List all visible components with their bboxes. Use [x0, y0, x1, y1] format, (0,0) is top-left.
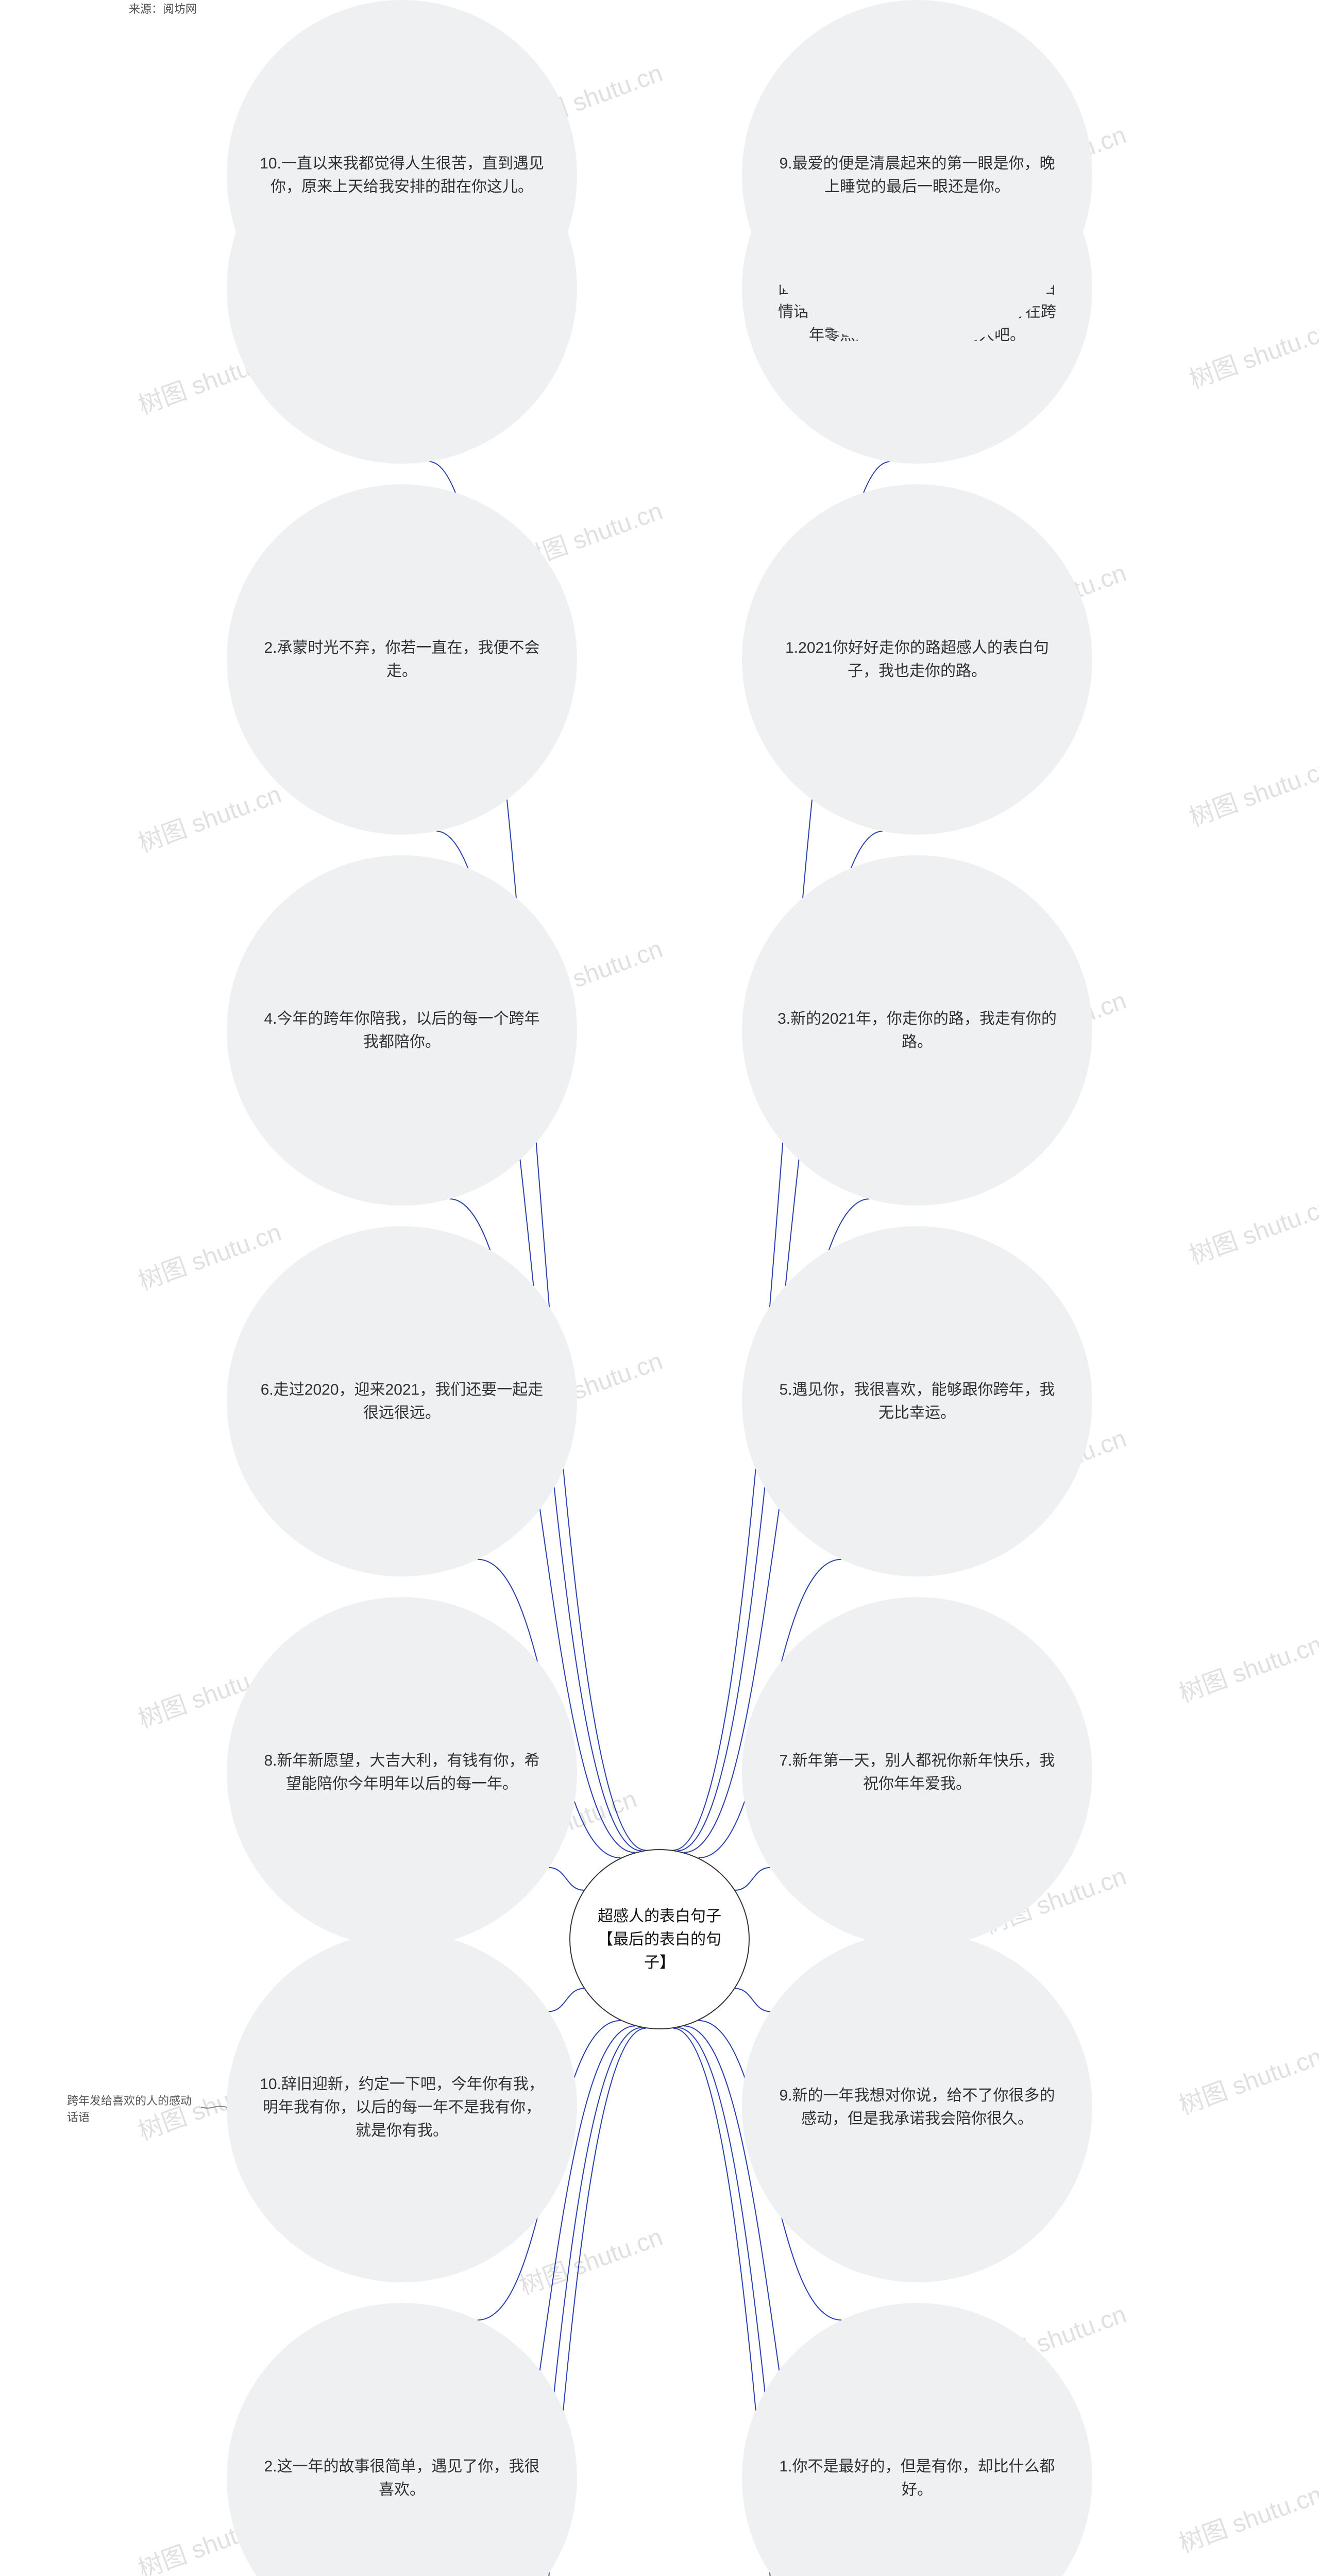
child-node-label: 9.最爱的便是清晨起来的第一眼是你，晚上睡觉的最后一眼还是你。	[773, 152, 1061, 198]
watermark: 树图 shutu.cn	[1183, 310, 1319, 395]
child-node: 4.今年的跨年你陪我，以后的每一个跨年我都陪你。	[227, 855, 577, 1206]
child-node-label: 10.辞旧迎新，约定一下吧，今年你有我，明年我有你，以后的每一年不是我有你，就是…	[258, 2073, 546, 2142]
child-node-label: 3.新的2021年，你走你的路，我走有你的路。	[773, 1007, 1061, 1054]
child-node: 9.最爱的便是清晨起来的第一眼是你，晚上睡觉的最后一眼还是你。	[742, 0, 1092, 350]
child-node-label: 6.走过2020，迎来2021，我们还要一起走很远很远。	[258, 1378, 546, 1425]
child-node: 3.新的2021年，你走你的路，我走有你的路。	[742, 855, 1092, 1206]
watermark: 树图 shutu.cn	[1173, 2474, 1319, 2559]
child-node: 7.新年第一天，别人都祝你新年快乐，我祝你年年爱我。	[742, 1597, 1092, 1947]
watermark: 树图 shutu.cn	[514, 2216, 667, 2301]
child-node: 5.遇见你，我很喜欢，能够跟你跨年，我无比幸运。	[742, 1226, 1092, 1577]
child-node: 2.这一年的故事很简单，遇见了你，我很喜欢。	[227, 2303, 577, 2576]
child-node-label: 9.新的一年我想对你说，给不了你很多的感动，但是我承诺我会陪你很久。	[773, 2084, 1061, 2130]
watermark: 树图 shutu.cn	[1173, 2036, 1319, 2121]
leaf-node: 跨年发给喜欢的人的感动话语	[67, 2092, 201, 2125]
child-node: 10.辞旧迎新，约定一下吧，今年你有我，明年我有你，以后的每一年不是我有你，就是…	[227, 1932, 577, 2282]
child-node-label: 2.这一年的故事很简单，遇见了你，我很喜欢。	[258, 2455, 546, 2501]
child-node-label: 2.承蒙时光不弃，你若一直在，我便不会走。	[258, 636, 546, 683]
leaf-node: 来源：阅坊网	[129, 0, 201, 16]
child-node: 2.承蒙时光不弃，你若一直在，我便不会走。	[227, 484, 577, 835]
center-node-label: 超感人的表白句子【最后的表白的句子】	[591, 1905, 728, 1974]
child-node: 6.走过2020，迎来2021，我们还要一起走很远很远。	[227, 1226, 577, 1577]
child-node-label: 5.遇见你，我很喜欢，能够跟你跨年，我无比幸运。	[773, 1378, 1061, 1425]
watermark: 树图 shutu.cn	[1173, 1624, 1319, 1709]
mindmap-canvas: 树图 shutu.cn 树图 shutu.cn 树图 shutu.cn 树图 shut…	[0, 0, 1319, 2576]
child-node: 1.2021你好好走你的路超感人的表白句子，我也走你的路。	[742, 484, 1092, 835]
watermark: 树图 shutu.cn	[132, 1212, 285, 1297]
watermark: 树图 shutu.cn	[132, 774, 285, 859]
center-node: 超感人的表白句子【最后的表白的句子】	[569, 1849, 750, 2029]
child-node: 8.新年新愿望，大吉大利，有钱有你，希望能陪你今年明年以后的每一年。	[227, 1597, 577, 1947]
child-node-label: 1.你不是最好的，但是有你，却比什么都好。	[773, 2455, 1061, 2501]
connector-layer	[0, 0, 1319, 2576]
watermark: 树图 shutu.cn	[1183, 748, 1319, 833]
child-node: 1.你不是最好的，但是有你，却比什么都好。	[742, 2303, 1092, 2576]
child-node: 9.新的一年我想对你说，给不了你很多的感动，但是我承诺我会陪你很久。	[742, 1932, 1092, 2282]
child-node-label: 8.新年新愿望，大吉大利，有钱有你，希望能陪你今年明年以后的每一年。	[258, 1749, 546, 1795]
child-node-label: 1.2021你好好走你的路超感人的表白句子，我也走你的路。	[773, 636, 1061, 683]
watermark: 树图 shutu.cn	[1183, 1186, 1319, 1271]
child-node-label: 10.一直以来我都觉得人生很苦，直到遇见你，原来上天给我安排的甜在你这儿。	[258, 152, 546, 198]
leaf-node-label: 跨年发给喜欢的人的感动话语	[67, 2094, 192, 2124]
child-node-label: 4.今年的跨年你陪我，以后的每一个跨年我都陪你。	[258, 1007, 546, 1054]
child-node-label: 7.新年第一天，别人都祝你新年快乐，我祝你年年爱我。	[773, 1749, 1061, 1795]
leaf-node-label: 来源：阅坊网	[129, 3, 197, 15]
child-node: 10.一直以来我都觉得人生很苦，直到遇见你，原来上天给我安排的甜在你这儿。	[227, 0, 577, 350]
